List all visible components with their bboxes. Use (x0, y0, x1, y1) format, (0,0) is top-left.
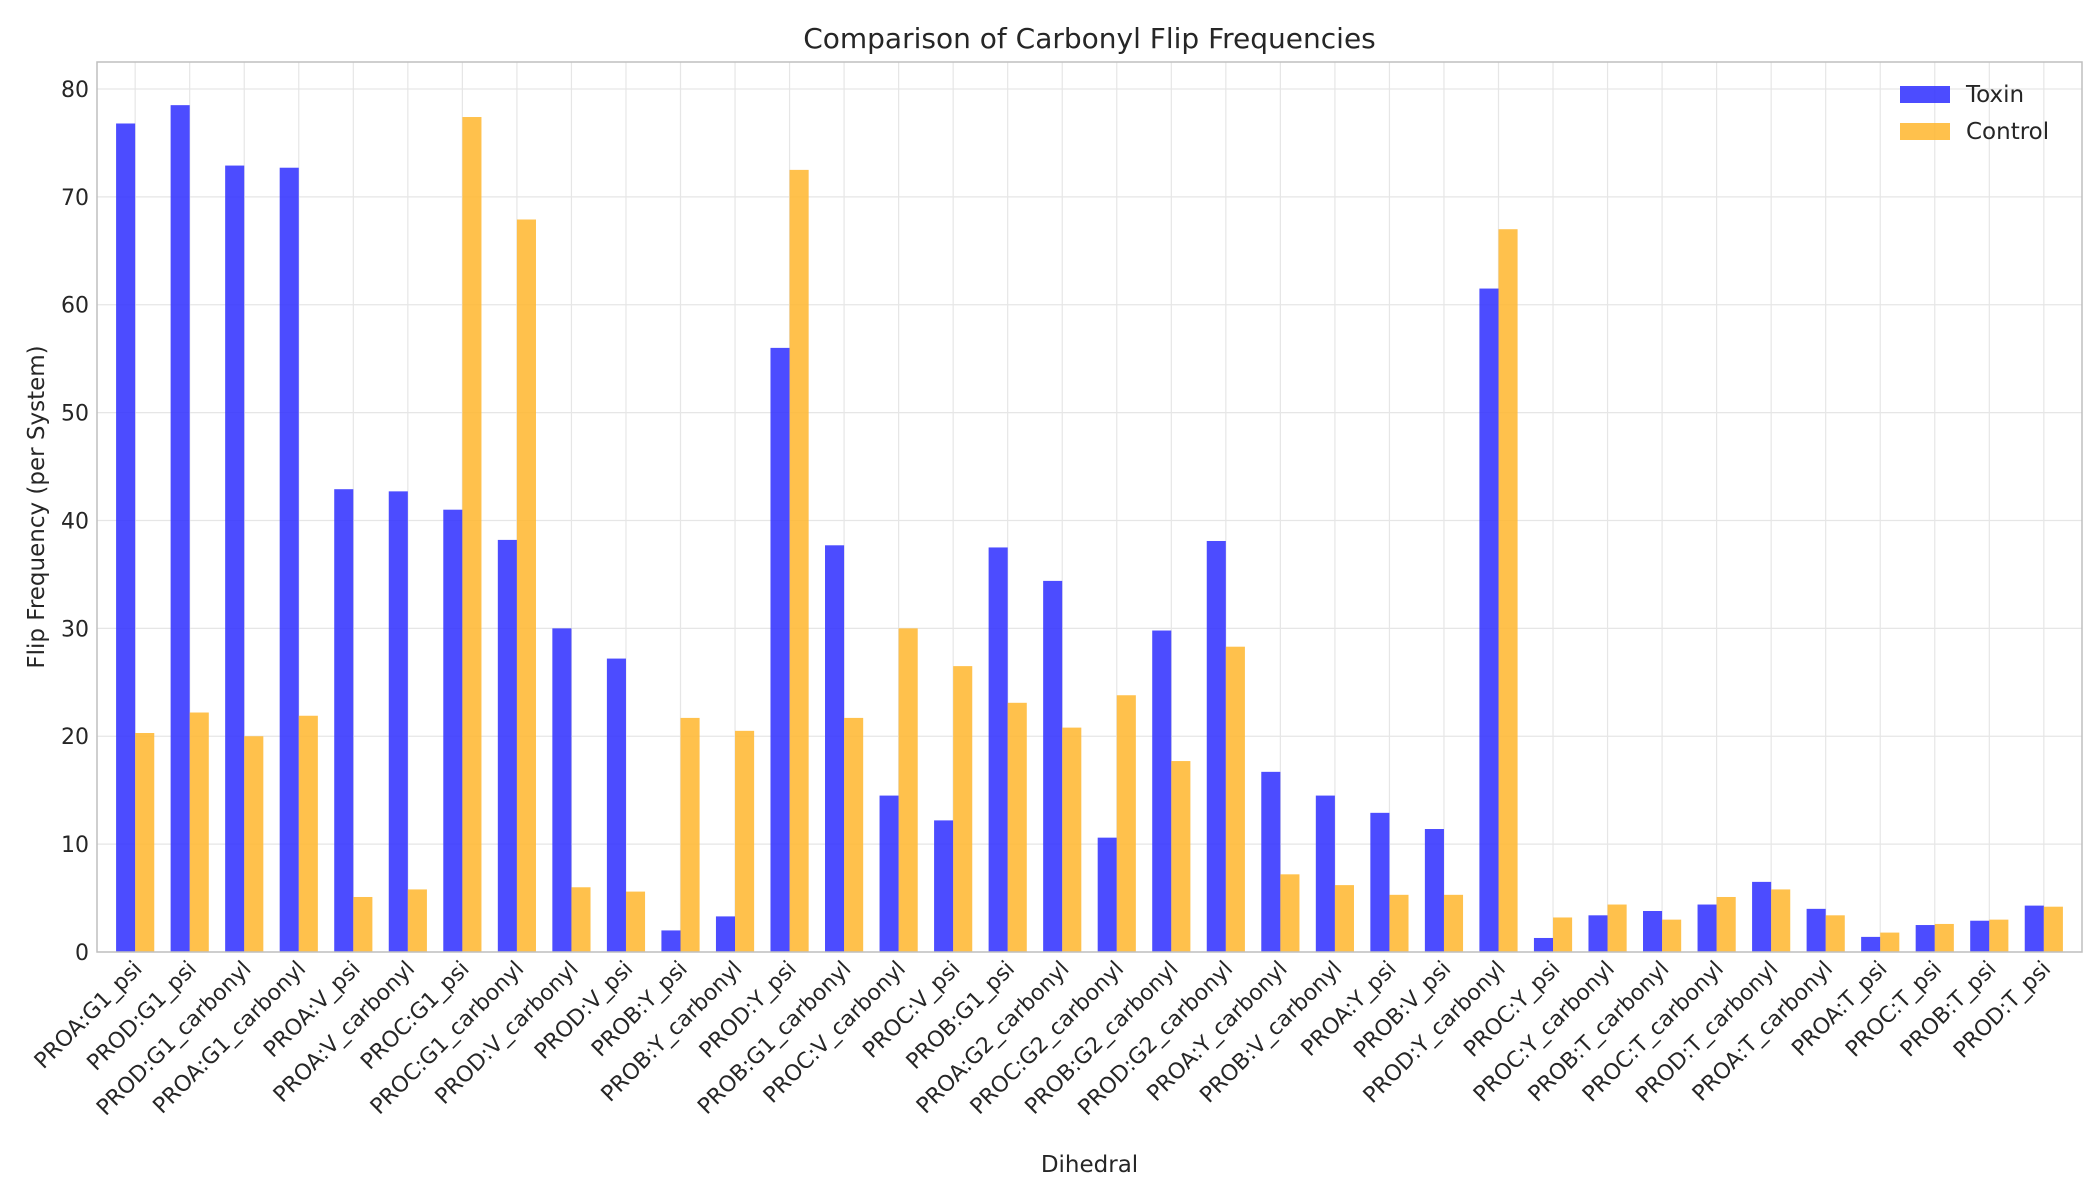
bar-control-proc-v-psi (953, 666, 973, 952)
bar-toxin-proa-v-psi (334, 489, 354, 952)
bar-toxin-prod-t-psi (2024, 905, 2044, 952)
bar-control-proa-g1-carbonyl (298, 715, 318, 952)
bar-toxin-prod-v-psi (606, 658, 626, 952)
y-tick-label: 20 (61, 725, 89, 750)
bar-control-prod-t-carbonyl (1771, 889, 1791, 952)
bar-control-proa-y-carbonyl (1280, 874, 1300, 952)
bar-control-proc-t-carbonyl (1716, 896, 1736, 952)
bar-control-proc-g1-psi (462, 117, 482, 952)
bar-toxin-prod-y-carbonyl (1479, 288, 1499, 953)
bar-control-prod-v-carbonyl (571, 887, 591, 952)
y-tick-label: 80 (61, 78, 89, 103)
bar-toxin-proa-v-carbonyl (388, 491, 408, 952)
bar-control-prob-t-psi (1989, 919, 2009, 952)
bar-control-prod-g1-psi (189, 712, 209, 952)
y-tick-label: 10 (61, 833, 89, 858)
bar-toxin-prod-v-carbonyl (552, 628, 572, 952)
bar-control-prod-g1-carbonyl (244, 736, 264, 952)
bar-toxin-proa-g2-carbonyl (1043, 580, 1063, 952)
legend-swatch-toxin (1900, 86, 1950, 103)
bar-control-prod-t-psi (2043, 906, 2063, 952)
bar-toxin-prod-g1-psi (170, 105, 190, 953)
bar-toxin-prod-t-carbonyl (1752, 881, 1772, 952)
bar-control-prob-v-psi (1443, 894, 1464, 952)
x-axis-label: Dihedral (1041, 1152, 1138, 1178)
y-tick-label: 70 (61, 186, 89, 211)
legend: Toxin Control (1900, 82, 2049, 145)
y-tick-label: 40 (61, 509, 89, 534)
bar-toxin-proc-y-psi (1533, 937, 1554, 952)
bar-control-prob-y-psi (680, 717, 700, 952)
bar-control-prod-y-psi (789, 169, 809, 952)
legend-swatch-control (1900, 123, 1950, 140)
bar-toxin-proa-t-carbonyl (1806, 908, 1826, 952)
bars (116, 105, 2063, 953)
bar-toxin-proc-y-carbonyl (1588, 915, 1608, 952)
bar-control-proc-g2-carbonyl (1116, 695, 1136, 952)
bar-toxin-prob-g1-carbonyl (825, 545, 845, 952)
bar-toxin-proc-v-carbonyl (879, 795, 899, 952)
bar-toxin-proc-g1-psi (443, 509, 463, 952)
bar-control-proa-y-psi (1389, 894, 1409, 952)
bar-toxin-proa-y-psi (1370, 812, 1390, 952)
bar-control-prob-g1-carbonyl (844, 717, 864, 952)
y-axis-ticks: 0 10 20 30 40 50 60 70 80 (61, 78, 89, 966)
bar-toxin-prod-g1-carbonyl (225, 165, 245, 953)
bar-control-prod-y-carbonyl (1498, 229, 1518, 952)
y-tick-label: 30 (61, 617, 89, 642)
bar-toxin-proc-t-psi (1915, 925, 1935, 952)
bar-control-proc-g1-carbonyl (516, 219, 536, 952)
bar-toxin-proc-g1-carbonyl (497, 539, 517, 952)
bar-control-prod-v-psi (625, 891, 646, 952)
bar-toxin-proa-g1-psi (116, 123, 136, 952)
bar-control-proa-t-psi (1880, 932, 1900, 952)
bar-toxin-proc-v-psi (934, 820, 954, 952)
bar-control-proa-v-psi (353, 896, 373, 952)
bar-toxin-prob-y-psi (661, 930, 681, 952)
bar-toxin-prob-t-psi (1970, 920, 1990, 952)
bar-control-prob-y-carbonyl (735, 730, 755, 952)
y-tick-label: 0 (75, 941, 89, 966)
bar-control-prob-t-carbonyl (1662, 919, 1682, 952)
bar-toxin-prob-y-carbonyl (715, 916, 736, 952)
bar-toxin-proc-g2-carbonyl (1097, 837, 1117, 952)
legend-label-control: Control (1966, 119, 2049, 145)
bar-control-proa-t-carbonyl (1825, 915, 1845, 952)
bar-toxin-proa-y-carbonyl (1261, 771, 1281, 952)
bar-control-prob-v-carbonyl (1334, 885, 1354, 952)
bar-control-proc-y-carbonyl (1607, 904, 1627, 952)
bar-control-proa-g1-psi (135, 733, 155, 952)
bar-control-prod-g2-carbonyl (1225, 646, 1245, 952)
bar-toxin-prob-g2-carbonyl (1152, 630, 1172, 952)
bar-toxin-prob-v-carbonyl (1315, 795, 1335, 952)
bar-toxin-prod-y-psi (770, 347, 790, 952)
bar-toxin-proa-t-psi (1861, 936, 1881, 952)
bar-control-proc-t-psi (1934, 923, 1954, 952)
chart-title: Comparison of Carbonyl Flip Frequencies (803, 22, 1376, 55)
bar-toxin-proa-g1-carbonyl (279, 167, 299, 953)
y-axis-label: Flip Frequency (per System) (24, 345, 50, 668)
y-tick-label: 50 (61, 402, 89, 427)
bar-control-proc-y-psi (1553, 917, 1573, 952)
plot-frame (96, 61, 2083, 953)
bar-toxin-prod-g2-carbonyl (1206, 540, 1226, 952)
bar-control-proc-v-carbonyl (898, 628, 918, 952)
bar-control-proa-v-carbonyl (407, 889, 427, 952)
y-tick-label: 60 (61, 294, 89, 319)
bar-control-prob-g2-carbonyl (1171, 761, 1191, 952)
bar-control-proa-g2-carbonyl (1062, 727, 1082, 952)
legend-label-toxin: Toxin (1965, 82, 2024, 108)
bar-toxin-prob-t-carbonyl (1643, 911, 1663, 952)
bar-control-prob-g1-psi (1007, 702, 1027, 952)
bar-toxin-prob-g1-psi (988, 547, 1008, 952)
bar-toxin-prob-v-psi (1424, 829, 1444, 952)
bar-toxin-proc-t-carbonyl (1697, 904, 1717, 952)
x-axis-ticks: PROA:G1_psiPROD:G1_psiPROD:G1_carbonylPR… (30, 957, 2056, 1121)
